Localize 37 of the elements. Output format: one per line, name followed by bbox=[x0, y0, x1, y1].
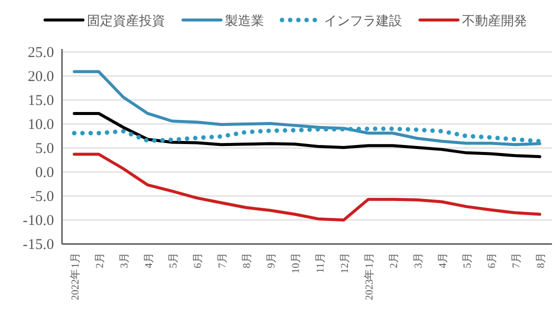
x-tick-label: 11月 bbox=[314, 252, 326, 274]
legend-label: 固定資産投資 bbox=[87, 13, 165, 28]
x-tick-label: 5月 bbox=[461, 252, 474, 268]
x-tick-label: 4月 bbox=[142, 252, 155, 268]
x-tick-label: 12月 bbox=[338, 252, 351, 274]
line-series bbox=[72, 70, 542, 146]
x-tick-label: 9月 bbox=[265, 252, 278, 268]
x-tick-label: 2023年1月 bbox=[363, 252, 376, 300]
x-tick-label: 4月 bbox=[436, 252, 449, 268]
y-tick-label: 10.0 bbox=[28, 117, 54, 133]
x-tick-label: 7月 bbox=[216, 252, 228, 268]
x-tick-label: 7月 bbox=[510, 252, 522, 268]
y-tick-label: 15.0 bbox=[28, 93, 54, 109]
line-series bbox=[72, 112, 542, 158]
x-tick-label: 2月 bbox=[94, 252, 106, 268]
x-tick-label: 8月 bbox=[534, 252, 547, 268]
legend-label: インフラ建設 bbox=[324, 13, 402, 28]
x-tick-label: 2022年1月 bbox=[69, 252, 82, 300]
x-tick-label: 6月 bbox=[486, 252, 498, 268]
y-tick-label: -5.0 bbox=[30, 189, 54, 205]
y-tick-label: 25.0 bbox=[28, 45, 54, 61]
y-tick-label: 20.0 bbox=[28, 69, 54, 85]
x-tick-label: 3月 bbox=[118, 252, 130, 268]
x-tick-label: 5月 bbox=[167, 252, 180, 268]
line-series bbox=[72, 126, 542, 144]
legend-label: 不動産開発 bbox=[462, 13, 527, 28]
y-tick-label: -10.0 bbox=[22, 213, 54, 229]
x-tick-label: 10月 bbox=[290, 252, 302, 274]
x-tick-label: 2月 bbox=[388, 252, 400, 268]
line-series bbox=[72, 152, 542, 222]
legend-label: 製造業 bbox=[225, 13, 264, 28]
y-tick-label: 0.0 bbox=[35, 165, 54, 181]
x-tick-label: 8月 bbox=[240, 252, 253, 268]
x-tick-label: 6月 bbox=[192, 252, 204, 268]
x-tick-label: 3月 bbox=[412, 252, 424, 268]
y-tick-label: 5.0 bbox=[35, 141, 54, 157]
y-tick-label: -15.0 bbox=[22, 237, 54, 253]
